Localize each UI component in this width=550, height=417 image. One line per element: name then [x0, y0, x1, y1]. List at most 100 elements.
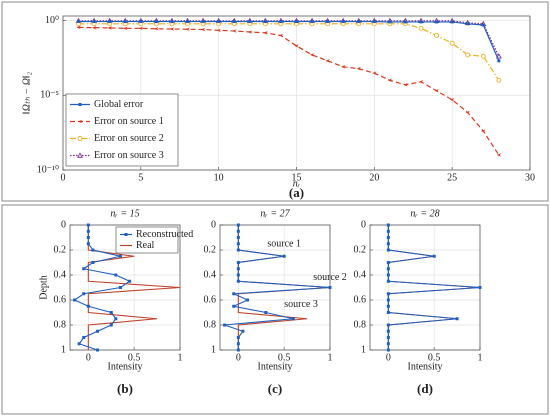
marker	[326, 20, 330, 24]
marker	[372, 20, 376, 24]
legend-box	[65, 93, 179, 167]
x-tick-label: 1	[328, 352, 333, 363]
caption: (d)	[417, 381, 433, 396]
marker	[450, 20, 454, 24]
marker	[236, 248, 240, 252]
y-tick-label: 0.2	[354, 244, 367, 255]
marker	[92, 20, 96, 24]
x-tick-label: 15	[292, 172, 302, 183]
y-tick-label: 10⁰	[45, 15, 59, 26]
marker	[108, 20, 112, 24]
marker	[169, 27, 175, 31]
x-tick-label: 10	[214, 172, 224, 183]
marker	[86, 229, 90, 233]
annotation: source 2	[313, 272, 347, 283]
marker	[201, 20, 205, 24]
marker	[77, 136, 83, 141]
x-tick-label: 1	[178, 352, 183, 363]
marker	[76, 25, 81, 30]
panel-frame	[1, 1, 549, 202]
marker	[386, 292, 390, 296]
y-tick-label: 0.4	[354, 269, 367, 280]
marker	[124, 233, 128, 236]
marker	[170, 20, 174, 24]
marker	[386, 279, 390, 283]
marker	[138, 26, 144, 31]
y-tick-label: 0	[211, 219, 216, 230]
y-tick-label: 0.8	[204, 319, 217, 330]
marker	[236, 348, 240, 352]
y-axis-label: Depth	[38, 275, 49, 299]
marker	[449, 97, 455, 102]
marker	[91, 248, 95, 252]
legend-label: Error on source 1	[94, 116, 164, 127]
marker	[236, 267, 240, 271]
marker	[264, 311, 268, 314]
y-tick-label: 0.6	[54, 294, 67, 305]
y-tick-label: 0.6	[204, 294, 217, 305]
x-tick-label: 20	[369, 172, 379, 183]
marker	[356, 66, 361, 71]
marker	[114, 317, 118, 321]
y-tick-label: 0.4	[54, 269, 67, 280]
legend-label: Error on source 3	[94, 150, 164, 161]
marker	[263, 31, 268, 35]
marker	[139, 20, 143, 24]
marker	[236, 229, 240, 233]
marker	[154, 20, 158, 24]
marker	[86, 304, 90, 308]
marker	[480, 53, 486, 59]
marker	[372, 71, 377, 75]
marker	[236, 242, 240, 246]
x-tick-label: 0.5	[278, 352, 291, 363]
x-tick-label: 5	[138, 172, 143, 183]
series-line	[78, 20, 500, 57]
marker	[386, 323, 390, 327]
marker	[109, 311, 113, 314]
marker	[186, 20, 190, 24]
marker	[96, 329, 99, 333]
marker	[386, 236, 390, 239]
chart-title: nᵣ = 28	[410, 208, 439, 219]
annotation: source 1	[267, 239, 301, 250]
chart-title: nᵣ = 15	[110, 208, 139, 219]
marker	[386, 329, 390, 333]
marker	[310, 20, 314, 24]
marker	[295, 20, 298, 24]
y-tick-label: 0.2	[204, 244, 217, 255]
marker	[236, 273, 240, 277]
x-axis-label: nᵣ	[293, 178, 301, 189]
marker	[466, 22, 470, 26]
marker	[434, 33, 440, 38]
plot-area	[370, 225, 480, 350]
y-tick-label: 1	[61, 344, 66, 355]
marker	[107, 26, 112, 30]
y-tick-label: 1	[361, 344, 366, 355]
marker	[77, 152, 83, 158]
marker	[328, 286, 332, 289]
marker	[96, 348, 99, 352]
legend-label: Global error	[94, 99, 144, 110]
marker	[123, 20, 127, 24]
axes-box	[62, 15, 531, 171]
marker	[481, 129, 486, 133]
marker	[435, 20, 439, 24]
marker	[154, 27, 159, 31]
marker	[232, 20, 236, 24]
y-tick-label: 0.2	[54, 244, 67, 255]
marker	[497, 59, 501, 63]
y-axis-label: ‖Ωₜₕ − Ω‖₂	[21, 71, 32, 114]
marker	[465, 110, 470, 115]
marker	[386, 223, 390, 227]
series-line	[78, 23, 500, 81]
marker	[223, 323, 227, 327]
x-axis-label: Intensity	[408, 361, 443, 372]
y-tick-label: 0.8	[54, 319, 67, 330]
marker	[291, 317, 295, 321]
marker	[246, 298, 249, 302]
caption: (c)	[268, 381, 282, 396]
chart-title: nᵣ = 27	[260, 208, 290, 219]
marker	[118, 254, 122, 258]
marker	[465, 52, 471, 58]
